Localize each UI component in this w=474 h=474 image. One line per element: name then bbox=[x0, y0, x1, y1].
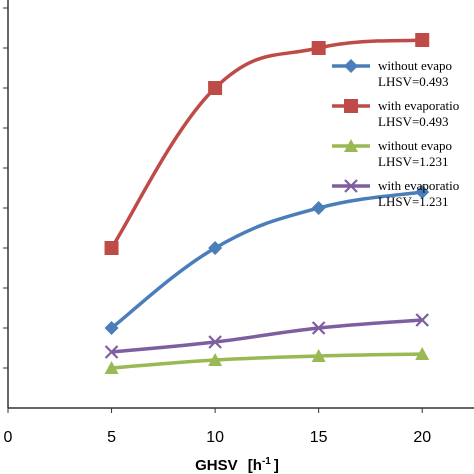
legend-label: without evapo bbox=[378, 138, 452, 153]
x-axis-label: GHSV bbox=[195, 457, 238, 474]
data-point bbox=[208, 353, 223, 366]
x-ticks: 0 5 10 15 20 bbox=[4, 408, 431, 446]
x-axis-unit-close: ] bbox=[274, 457, 279, 474]
series-1 bbox=[104, 33, 430, 255]
legend-label-lhsv: LHSV=0.493 bbox=[378, 74, 449, 89]
x-tick-label: 15 bbox=[310, 429, 328, 446]
legend-marker bbox=[344, 59, 358, 73]
series-group bbox=[104, 33, 430, 374]
series-3 bbox=[104, 313, 429, 359]
series-line bbox=[111, 352, 423, 370]
data-point bbox=[311, 321, 326, 335]
x-tick-label: 10 bbox=[206, 429, 224, 446]
data-point bbox=[208, 81, 223, 95]
x-tick-label: 5 bbox=[107, 429, 116, 446]
data-point bbox=[415, 185, 430, 199]
x-tick-label: 0 bbox=[4, 429, 13, 446]
data-point bbox=[311, 201, 326, 215]
axes bbox=[3, 0, 474, 409]
x-axis-title: GHSV [h-1] bbox=[195, 456, 279, 474]
data-point bbox=[415, 33, 430, 47]
data-point bbox=[208, 241, 223, 255]
series-2 bbox=[104, 347, 430, 374]
data-point bbox=[104, 361, 119, 374]
series-line bbox=[111, 318, 423, 354]
data-point bbox=[104, 345, 119, 359]
legend-marker bbox=[344, 99, 358, 113]
series-0 bbox=[104, 185, 430, 335]
legend-label-lhsv: LHSV=1.231 bbox=[378, 154, 449, 169]
legend-marker bbox=[344, 139, 358, 152]
legend-label: with evaporatio bbox=[378, 98, 459, 113]
legend-label-lhsv: LHSV=1.231 bbox=[378, 194, 449, 209]
data-point bbox=[208, 335, 222, 349]
legend-marker bbox=[344, 179, 358, 193]
legend-label-lhsv: LHSV=0.493 bbox=[378, 114, 449, 129]
x-axis-unit-open: [h bbox=[248, 457, 262, 474]
data-point bbox=[104, 321, 119, 335]
data-point bbox=[104, 241, 119, 255]
legend-label: without evapo bbox=[378, 58, 452, 73]
series-line bbox=[110, 38, 423, 249]
legend-label: with evaporatio bbox=[378, 178, 459, 193]
series-line bbox=[110, 190, 423, 330]
data-point bbox=[415, 313, 429, 327]
data-point bbox=[311, 41, 326, 55]
data-point bbox=[311, 349, 326, 362]
x-tick-label: 20 bbox=[413, 429, 431, 446]
data-point bbox=[415, 347, 430, 360]
x-axis-unit-sup: -1 bbox=[262, 456, 271, 467]
